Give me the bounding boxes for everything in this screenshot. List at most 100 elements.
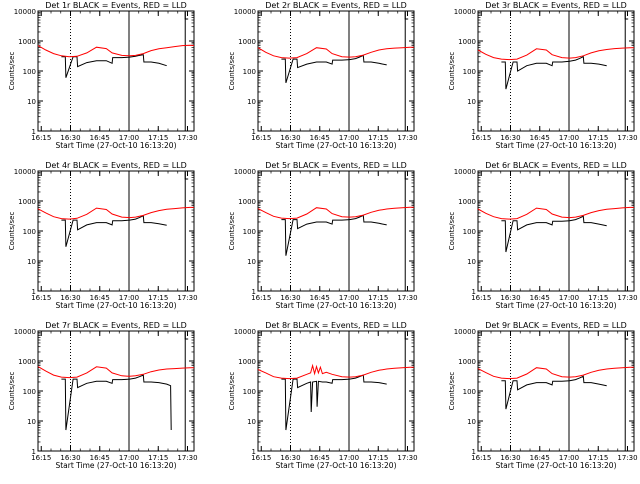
y-tick-label: 10000 (454, 328, 476, 336)
y-tick-label: 1000 (18, 358, 36, 366)
x-tick-label: 16:15 (471, 134, 491, 142)
x-axis-label: Start Time (27-Oct-10 16:13:20) (55, 141, 176, 150)
x-tick-label: 16:30 (500, 134, 520, 142)
y-tick-label: 1000 (458, 198, 476, 206)
x-tick-label: 17:30 (177, 294, 197, 302)
y-tick-label: 1000 (18, 38, 36, 46)
series-red-lld (37, 206, 194, 220)
y-tick-label: 1 (32, 288, 36, 296)
y-tick-label: 10 (467, 258, 476, 266)
y-tick-label: 1 (472, 128, 476, 136)
panel-6: Det 6r BLACK = Events, RED = LLD 1 10 100 10… (448, 161, 638, 310)
x-tick-label: 16:30 (60, 294, 80, 302)
time-marker (404, 12, 409, 20)
x-tick-label: 17:30 (177, 454, 197, 462)
y-tick-label: 1000 (238, 38, 256, 46)
x-tick-label: 16:45 (90, 294, 110, 302)
plot-frame (477, 330, 635, 452)
time-marker (624, 12, 629, 20)
y-tick-label: 1000 (458, 358, 476, 366)
panel-2: Det 2r BLACK = Events, RED = LLD 1 10 100 10… (228, 1, 418, 150)
x-tick-label: 16:15 (31, 294, 51, 302)
x-tick-label: 16:30 (60, 134, 80, 142)
y-axis-label: Counts/sec (448, 52, 456, 91)
y-axis-label: Counts/sec (8, 52, 16, 91)
x-tick-label: 17:30 (397, 134, 417, 142)
series-red-lld (257, 206, 414, 220)
y-tick-label: 100 (243, 228, 256, 236)
panel-5: Det 5r BLACK = Events, RED = LLD 1 10 100 10… (228, 161, 418, 310)
y-tick-label: 100 (463, 388, 476, 396)
panel-7: Det 7r BLACK = Events, RED = LLD 1 10 100 10… (8, 321, 198, 470)
series-red-lld (477, 47, 634, 61)
x-tick-label: 16:30 (60, 454, 80, 462)
y-tick-label: 100 (243, 68, 256, 76)
time-marker (624, 172, 629, 180)
y-axis-label: Counts/sec (228, 372, 236, 411)
x-tick-label: 16:15 (31, 454, 51, 462)
y-tick-label: 10000 (14, 168, 36, 176)
x-axis-label: Start Time (27-Oct-10 16:13:20) (55, 461, 176, 470)
x-axis-label: Start Time (27-Oct-10 16:13:20) (495, 141, 616, 150)
x-tick-label: 17:00 (339, 294, 359, 302)
x-tick-label: 16:45 (310, 134, 330, 142)
x-tick-label: 17:15 (148, 134, 168, 142)
x-tick-label: 16:30 (280, 454, 300, 462)
x-tick-label: 17:00 (119, 454, 139, 462)
time-marker (184, 12, 189, 20)
series-red-lld (37, 44, 195, 58)
y-tick-label: 1 (32, 128, 36, 136)
x-tick-label: 17:00 (559, 294, 579, 302)
y-tick-label: 10000 (234, 328, 256, 336)
series-red-lld (477, 206, 634, 220)
x-tick-label: 17:00 (559, 454, 579, 462)
panel-title: Det 9r BLACK = Events, RED = LLD (485, 321, 627, 330)
panel-title: Det 7r BLACK = Events, RED = LLD (45, 321, 187, 330)
series-red-lld (257, 46, 414, 59)
panel-title: Det 5r BLACK = Events, RED = LLD (265, 161, 407, 170)
x-tick-label: 16:45 (90, 454, 110, 462)
y-tick-label: 100 (243, 388, 256, 396)
x-tick-label: 17:15 (588, 134, 608, 142)
plot-frame (477, 10, 635, 132)
x-tick-label: 16:45 (310, 294, 330, 302)
x-tick-label: 17:30 (177, 134, 197, 142)
x-tick-label: 16:15 (251, 294, 271, 302)
y-tick-label: 1000 (238, 358, 256, 366)
time-marker (404, 172, 409, 180)
x-tick-label: 17:15 (368, 294, 388, 302)
x-tick-label: 16:30 (280, 294, 300, 302)
x-tick-label: 16:15 (251, 134, 271, 142)
y-tick-label: 100 (23, 68, 36, 76)
y-tick-label: 10000 (14, 8, 36, 16)
series-red-lld (37, 366, 194, 379)
plot-frame (257, 170, 415, 292)
x-tick-label: 17:00 (119, 294, 139, 302)
panel-3: Det 3r BLACK = Events, RED = LLD 1 10 100 10… (448, 1, 638, 150)
x-tick-label: 17:30 (617, 454, 637, 462)
x-tick-label: 17:00 (339, 454, 359, 462)
series-black-events (61, 54, 167, 78)
x-tick-label: 17:15 (368, 454, 388, 462)
time-marker (624, 332, 629, 340)
y-tick-label: 10000 (14, 328, 36, 336)
x-tick-label: 17:30 (617, 134, 637, 142)
x-axis-label: Start Time (27-Oct-10 16:13:20) (55, 301, 176, 310)
y-axis-label: Counts/sec (228, 52, 236, 91)
y-tick-label: 10000 (234, 8, 256, 16)
x-tick-label: 16:45 (310, 454, 330, 462)
y-tick-label: 1000 (458, 38, 476, 46)
panel-title: Det 8r BLACK = Events, RED = LLD (265, 321, 407, 330)
panel-9: Det 9r BLACK = Events, RED = LLD 1 10 100 10… (448, 321, 638, 470)
x-tick-label: 16:15 (471, 454, 491, 462)
y-tick-label: 100 (23, 228, 36, 236)
x-tick-label: 16:15 (31, 134, 51, 142)
x-tick-label: 17:15 (148, 294, 168, 302)
time-marker (184, 332, 189, 340)
y-tick-label: 10 (27, 98, 36, 106)
y-tick-label: 1 (252, 448, 256, 456)
panel-title: Det 4r BLACK = Events, RED = LLD (45, 161, 187, 170)
y-axis-label: Counts/sec (448, 212, 456, 251)
panel-title: Det 3r BLACK = Events, RED = LLD (485, 1, 627, 10)
